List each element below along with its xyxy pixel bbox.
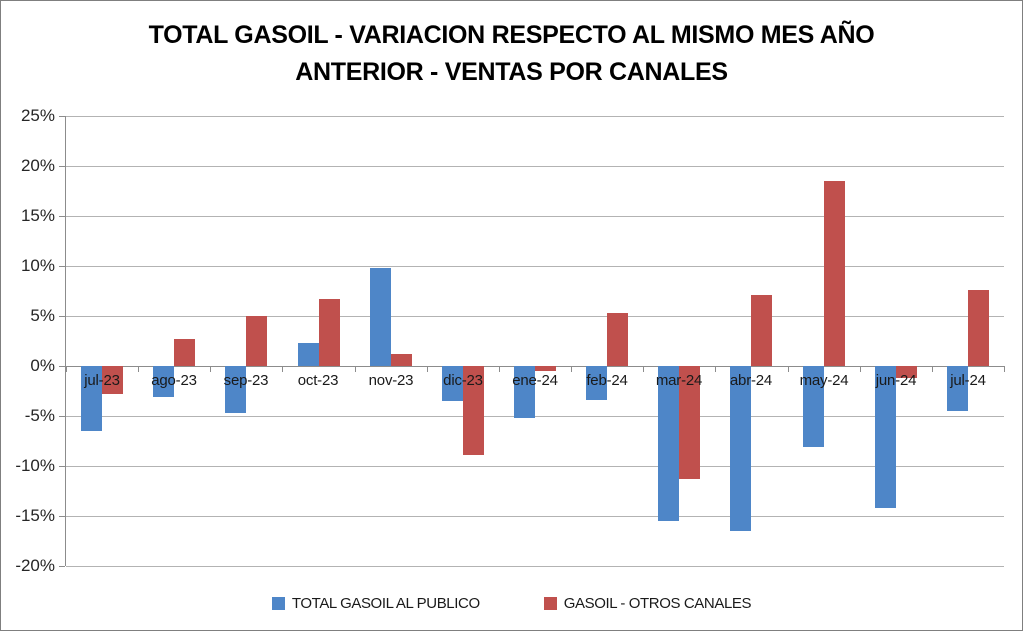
x-axis-tick — [788, 366, 789, 372]
y-axis-label: 10% — [20, 256, 55, 275]
y-axis-tick — [59, 116, 65, 117]
bar-total-gasoil-al-publico-abr-24 — [730, 366, 751, 531]
gridline — [66, 266, 1004, 267]
bar-gasoil-otros-canales-abr-24 — [751, 295, 772, 366]
x-axis-tick — [138, 366, 139, 372]
legend-label: TOTAL GASOIL AL PUBLICO — [291, 595, 480, 612]
bar-total-gasoil-al-publico-ago-23 — [153, 366, 174, 397]
bar-gasoil-otros-canales-feb-24 — [607, 313, 628, 366]
bar-total-gasoil-al-publico-dic-23 — [442, 366, 463, 401]
x-axis-label: jul-24 — [950, 372, 986, 389]
gridline — [66, 466, 1004, 467]
x-axis-label: dic-23 — [443, 372, 483, 389]
gridline — [66, 316, 1004, 317]
bar-gasoil-otros-canales-jul-24 — [968, 290, 989, 366]
chart-title: TOTAL GASOIL - VARIACION RESPECTO AL MIS… — [148, 21, 875, 86]
legend-swatch-red — [543, 597, 557, 610]
legend-item-gasoil-otros-canales: GASOIL - OTROS CANALES — [543, 595, 752, 612]
x-axis-label: mar-24 — [655, 372, 703, 389]
bar-total-gasoil-al-publico-ene-24 — [514, 366, 535, 418]
x-axis-tick — [932, 366, 933, 372]
bar-gasoil-otros-canales-nov-23 — [391, 354, 412, 366]
y-axis-label: -20% — [15, 556, 55, 575]
x-axis-label: jul-23 — [84, 372, 120, 389]
y-axis-label: 5% — [30, 306, 55, 325]
x-axis-tick — [571, 366, 572, 372]
bar-gasoil-otros-canales-may-24 — [824, 181, 845, 366]
bar-total-gasoil-al-publico-jun-24 — [875, 366, 896, 508]
x-axis-label: feb-24 — [586, 372, 628, 389]
y-axis-tick — [59, 566, 65, 567]
x-axis-tick — [210, 366, 211, 372]
y-axis-tick — [59, 266, 65, 267]
bar-total-gasoil-al-publico-oct-23 — [298, 343, 319, 366]
gridline — [66, 166, 1004, 167]
gridline — [66, 566, 1004, 567]
bar-total-gasoil-al-publico-may-24 — [803, 366, 824, 447]
x-axis-label: ene-24 — [512, 372, 558, 389]
plot-area: jul-23 ago-23 sep-23 oct-23 nov-23 dic-23 ene-… — [65, 116, 1005, 567]
x-axis-label: ago-23 — [151, 372, 197, 389]
x-axis-tick — [66, 366, 67, 372]
x-axis-label: oct-23 — [297, 372, 339, 389]
y-axis-tick — [59, 166, 65, 167]
y-axis-label: 20% — [20, 156, 55, 175]
legend-swatch-blue — [271, 597, 285, 610]
y-axis-label: -5% — [24, 406, 55, 425]
bar-total-gasoil-al-publico-nov-23 — [370, 268, 391, 366]
y-axis-label: 0% — [30, 356, 55, 375]
gridline — [66, 216, 1004, 217]
y-axis-tick — [59, 516, 65, 517]
x-axis-tick — [499, 366, 500, 372]
y-axis-tick — [59, 366, 65, 367]
x-axis-label: sep-23 — [223, 372, 269, 389]
bar-gasoil-otros-canales-dic-23 — [463, 366, 484, 455]
x-axis-tick — [860, 366, 861, 372]
bar-gasoil-otros-canales-ene-24 — [535, 366, 556, 371]
bar-gasoil-otros-canales-jul-23 — [102, 366, 123, 394]
legend: TOTAL GASOIL AL PUBLICO GASOIL - OTROS C… — [1, 595, 1022, 612]
x-axis-label: jun-24 — [875, 372, 917, 389]
legend-label: GASOIL - OTROS CANALES — [563, 595, 752, 612]
x-axis-label: may-24 — [799, 372, 849, 389]
gridline — [66, 516, 1004, 517]
x-axis-tick — [643, 366, 644, 372]
y-axis-tick — [59, 316, 65, 317]
x-axis-tick — [1004, 366, 1005, 372]
y-axis-label: -15% — [15, 506, 55, 525]
x-axis-tick — [427, 366, 428, 372]
bar-gasoil-otros-canales-oct-23 — [319, 299, 340, 366]
bar-total-gasoil-al-publico-feb-24 — [586, 366, 607, 400]
gridline — [66, 116, 1004, 117]
y-axis-label: 15% — [20, 206, 55, 225]
bar-total-gasoil-al-publico-mar-24 — [658, 366, 679, 521]
bar-gasoil-otros-canales-sep-23 — [246, 316, 267, 366]
y-axis-label: 25% — [20, 106, 55, 125]
bar-gasoil-otros-canales-mar-24 — [679, 366, 700, 479]
x-axis-tick — [355, 366, 356, 372]
x-axis-label: nov-23 — [368, 372, 414, 389]
bar-total-gasoil-al-publico-sep-23 — [225, 366, 246, 413]
y-axis-tick — [59, 416, 65, 417]
bar-gasoil-otros-canales-jun-24 — [896, 366, 917, 378]
gridline — [66, 416, 1004, 417]
x-axis-label: abr-24 — [729, 372, 773, 389]
x-axis-tick — [715, 366, 716, 372]
bar-total-gasoil-al-publico-jul-24 — [947, 366, 968, 411]
y-axis-label: -10% — [15, 456, 55, 475]
y-axis-tick — [59, 216, 65, 217]
x-axis-tick — [282, 366, 283, 372]
legend-item-total-gasoil-al-publico: TOTAL GASOIL AL PUBLICO — [271, 595, 480, 612]
y-axis-tick — [59, 466, 65, 467]
bar-gasoil-otros-canales-ago-23 — [174, 339, 195, 366]
bar-total-gasoil-al-publico-jul-23 — [81, 366, 102, 431]
